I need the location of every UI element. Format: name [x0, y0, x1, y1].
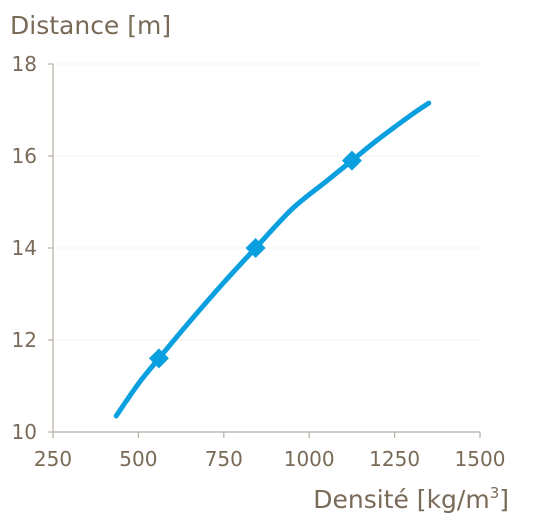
- x-tick-label: 1000: [284, 447, 335, 471]
- y-axis-title: Distance [m]: [10, 11, 171, 40]
- x-tick-label: 500: [119, 447, 157, 471]
- x-tick-label: 1250: [369, 447, 420, 471]
- x-tick-labels: 250 500 750 1000 1250 1500: [34, 447, 506, 471]
- y-tick-label: 16: [12, 144, 37, 168]
- tick-marks: [48, 63, 481, 438]
- y-tick-label: 14: [12, 236, 37, 260]
- y-tick-labels: 10 12 14 16 18: [12, 52, 37, 444]
- y-tick-label: 12: [12, 328, 37, 352]
- x-tick-label: 1500: [455, 447, 506, 471]
- x-axis-title-superscript: 3: [490, 484, 500, 502]
- x-axis-title-end: ]: [499, 485, 509, 514]
- data-point-marker: [245, 238, 266, 258]
- x-axis-title-main: Densité [kg/m: [313, 485, 489, 514]
- x-axis-title: Densité [kg/m3]: [313, 484, 509, 514]
- data-point-marker: [341, 150, 362, 171]
- grid-lines: [53, 63, 480, 341]
- data-point-marker: [148, 348, 169, 369]
- x-tick-label: 250: [34, 447, 72, 471]
- x-tick-label: 750: [205, 447, 243, 471]
- y-tick-label: 18: [12, 52, 37, 76]
- series-layer: [113, 100, 432, 419]
- y-tick-label: 10: [12, 420, 37, 444]
- series-line: [113, 100, 432, 419]
